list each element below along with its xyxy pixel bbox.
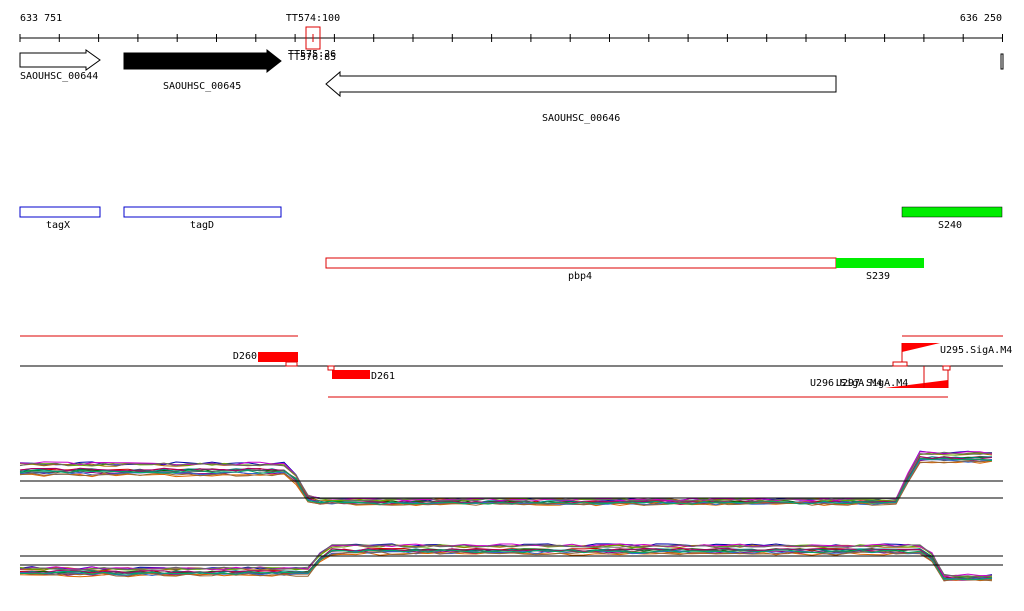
region-tick — [892, 361, 908, 367]
feature-label: pbp4 — [568, 271, 592, 282]
trace — [19, 450, 993, 502]
trace — [19, 544, 993, 578]
trace — [19, 547, 993, 580]
region-triangle — [885, 380, 948, 388]
ruler-start: 633 751 — [20, 13, 62, 24]
region-label: D261 — [371, 371, 395, 382]
trace — [19, 457, 993, 505]
trace — [19, 552, 993, 582]
feature-box — [325, 257, 837, 269]
trace — [19, 451, 993, 502]
trace — [19, 452, 993, 502]
gene-label: SAOUHSC_00644 — [20, 71, 98, 82]
gene-label: SAOUHSC_00645 — [163, 81, 241, 92]
region-box — [258, 352, 298, 362]
trace — [19, 455, 993, 504]
trace — [19, 451, 993, 502]
feature-box — [836, 258, 924, 268]
trace — [19, 551, 993, 582]
region-tick — [942, 365, 951, 371]
trace — [19, 460, 993, 506]
gene-stub — [1000, 53, 1004, 70]
gene-arrow — [19, 49, 101, 71]
feature-label: tagX — [46, 220, 70, 231]
region-triangle — [902, 343, 940, 352]
region-tick — [327, 365, 335, 371]
expression-traces — [19, 450, 993, 582]
feature-label: tagD — [190, 220, 214, 231]
region-label: D260 — [233, 351, 257, 362]
trace — [19, 452, 993, 502]
ruler-ticks — [19, 34, 1003, 42]
region-tick — [285, 361, 298, 367]
region-label: U296.SigA.M4 — [810, 378, 882, 389]
feature-box — [901, 206, 1003, 218]
terminator-label: TT576:85 — [288, 52, 336, 63]
terminator-label: TT575:26 — [288, 49, 336, 60]
ruler-end: 636 250 — [960, 13, 1002, 24]
gene-arrow — [123, 48, 282, 74]
feature-label: S239 — [866, 271, 890, 282]
gene-arrow — [325, 70, 837, 98]
ruler-marker: TT574:100 — [286, 13, 340, 24]
region-label: U297.SigA.M4 — [836, 378, 908, 389]
gene-label: SAOUHSC_00646 — [542, 113, 620, 124]
feature-box — [123, 206, 282, 218]
feature-box — [19, 206, 101, 218]
region-label: U295.SigA.M4 — [940, 345, 1012, 356]
marker-box — [305, 26, 321, 50]
feature-label: S240 — [938, 220, 962, 231]
trace — [19, 549, 993, 580]
region-box — [332, 370, 370, 379]
